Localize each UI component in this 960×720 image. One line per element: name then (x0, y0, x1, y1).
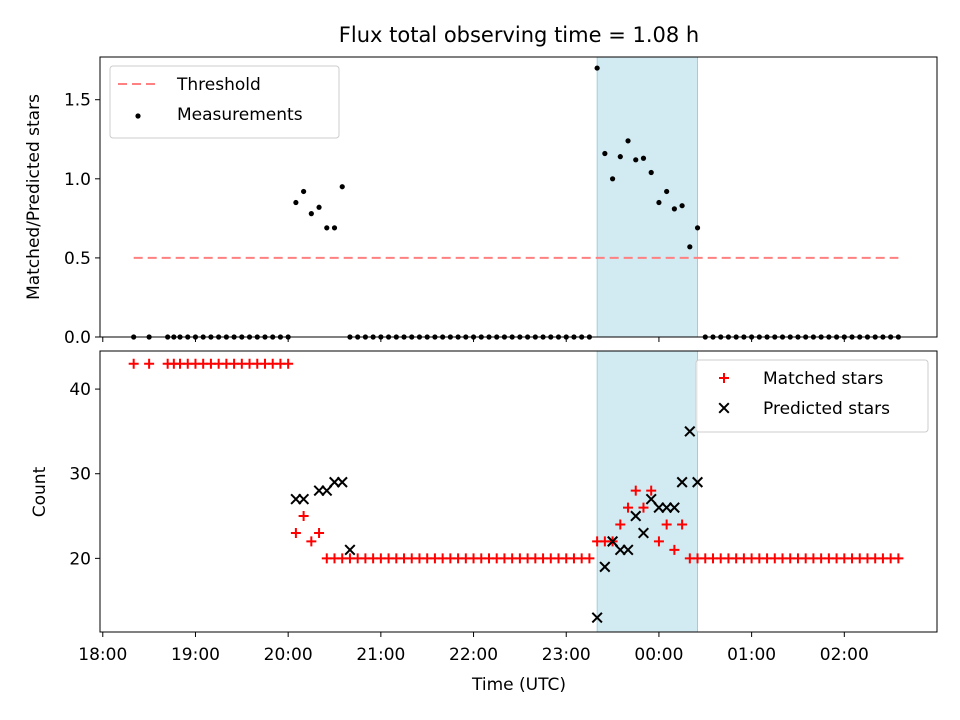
bottom-panel: 20 30 40 18:00 19:00 20:00 21:00 22:00 23:00 00:0… (69, 350, 938, 665)
legend-label: Predicted stars (763, 399, 890, 419)
measurement-point (640, 155, 647, 161)
measurement-point (633, 157, 639, 163)
x-tick-label: 19:00 (171, 645, 220, 665)
measurement-point (602, 150, 608, 157)
legend-predicted-swatch (718, 402, 730, 414)
y-tick-label: 1.0 (64, 170, 91, 190)
predicted-point (676, 476, 688, 488)
bottom-y-axis-label: Count (30, 466, 50, 517)
measurement-point (594, 65, 600, 71)
axes-frame (99, 56, 938, 338)
legend-measurement-swatch (135, 113, 141, 119)
measurement-point (687, 244, 693, 250)
x-tick-label: 00:00 (634, 645, 683, 665)
matched-point (290, 527, 301, 538)
predicted-point (607, 535, 619, 547)
matched-point (661, 519, 672, 530)
matched-point (893, 553, 904, 564)
matched-point (298, 511, 309, 522)
x-axis-label: Time (UTC) (471, 675, 566, 695)
matched-point (128, 358, 139, 369)
matched-point (638, 502, 649, 513)
predicted-point (692, 476, 704, 488)
legend-matched-swatch (719, 373, 729, 383)
legend-box (109, 65, 340, 139)
predicted-point (668, 502, 680, 514)
measurement-point (671, 206, 677, 212)
measurement-point (339, 184, 345, 190)
axes-frame (99, 350, 938, 633)
x-tick-label: 22:00 (449, 645, 498, 665)
measurement-point (301, 188, 307, 195)
predicted-point (336, 476, 348, 488)
matched-point (306, 536, 317, 547)
x-tick-label: 02:00 (820, 645, 869, 665)
predicted-point (684, 425, 696, 437)
measurement-point (316, 204, 322, 210)
x-tick-label: 23:00 (542, 645, 591, 665)
legend: Matched stars Predicted stars (695, 359, 929, 433)
measurement-point (617, 154, 623, 160)
matched-point (144, 358, 155, 369)
matched-point (677, 519, 688, 530)
matched-point (314, 527, 325, 538)
predicted-point (622, 544, 634, 556)
matched-point (615, 519, 626, 530)
predicted-point (637, 527, 649, 539)
legend-label: Matched stars (763, 369, 883, 389)
x-tick-label: 18:00 (78, 645, 127, 665)
y-tick-label: 20 (69, 549, 91, 569)
legend-label: Measurements (177, 105, 303, 125)
chart-title: Flux total observing time = 1.08 h (339, 23, 699, 47)
y-tick-label: 40 (69, 380, 91, 400)
y-tick-label: 0.0 (64, 328, 91, 348)
measurement-point (324, 225, 330, 231)
predicted-point (298, 493, 310, 505)
measurement-point (679, 203, 685, 209)
measurement-point (308, 211, 314, 217)
measurement-point (664, 188, 670, 195)
predicted-point (645, 493, 657, 505)
matched-point (653, 536, 664, 547)
measurement-point (694, 225, 701, 231)
predicted-point (344, 544, 356, 556)
y-tick-label: 1.5 (64, 91, 91, 111)
y-tick-label: 30 (69, 465, 91, 485)
measurement-point (609, 176, 616, 182)
matched-point (623, 502, 634, 513)
predicted-point (599, 561, 611, 573)
measurement-point (656, 199, 662, 206)
top-y-axis-label: Matched/Predicted stars (24, 94, 44, 300)
measurement-point (625, 138, 631, 144)
matched-point (669, 544, 680, 555)
predicted-point (630, 510, 642, 522)
measurement-point (331, 225, 338, 231)
legend: Threshold Measurements (109, 65, 340, 139)
x-tick-label: 21:00 (356, 645, 405, 665)
matched-point (646, 485, 657, 496)
predicted-point (321, 485, 333, 497)
legend-label: Threshold (176, 75, 261, 95)
series-predicted-stars (290, 425, 704, 624)
highlight-span (596, 56, 698, 338)
top-panel: 0.0 0.5 1.0 1.5 Threshold Measurements (64, 56, 938, 348)
matched-point (283, 358, 294, 369)
measurement-point (293, 199, 299, 206)
y-tick-label: 0.5 (64, 249, 91, 269)
x-tick-label: 20:00 (264, 645, 313, 665)
predicted-point (591, 612, 603, 624)
legend-box (695, 359, 929, 433)
x-tick-label: 01:00 (727, 645, 776, 665)
measurement-point (648, 169, 654, 176)
matched-point (630, 485, 641, 496)
matched-point (584, 553, 595, 564)
series-matched-stars (128, 358, 904, 564)
